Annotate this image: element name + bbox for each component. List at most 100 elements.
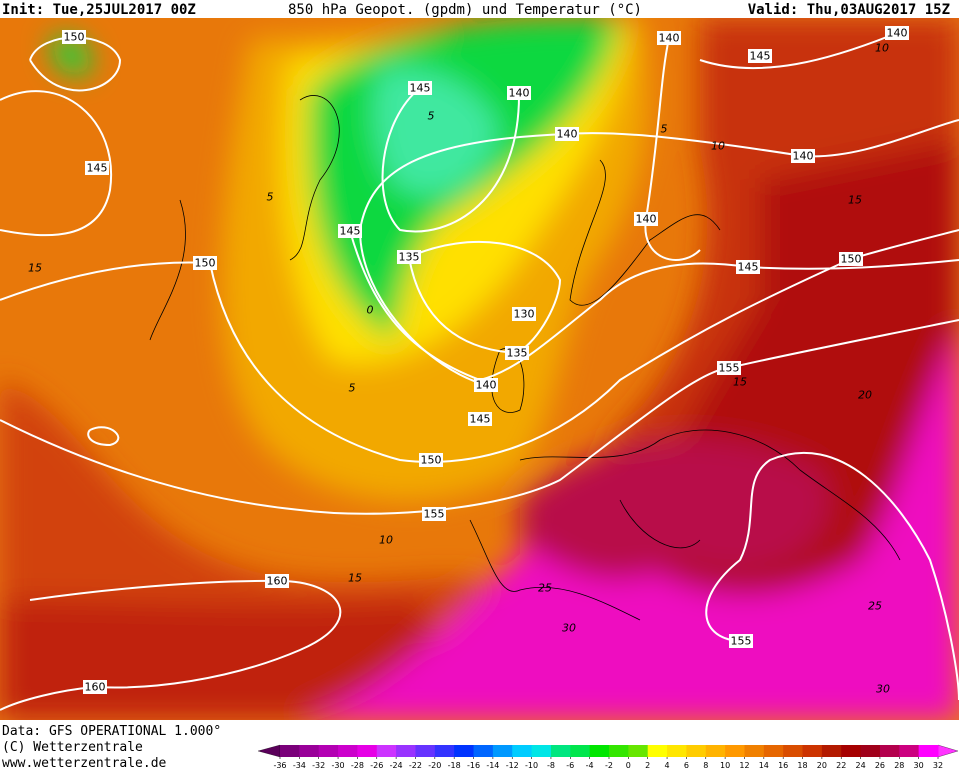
colorbar-segment	[376, 745, 397, 757]
colorbar-tick-label: 6	[684, 761, 689, 770]
temperature-label: 5	[267, 191, 274, 204]
temperature-label: 25	[538, 582, 552, 595]
valid-time: Valid: Thu,03AUG2017 15Z	[748, 2, 950, 18]
temperature-label: 5	[428, 110, 435, 123]
colorbar-segment	[744, 745, 765, 757]
colorbar-tick-label: -16	[467, 761, 480, 770]
init-time: Init: Tue,25JUL2017 00Z	[2, 2, 196, 18]
geopotential-label: 160	[85, 681, 106, 694]
colorbar-tick-label: 4	[665, 761, 670, 770]
temperature-label: 15	[348, 572, 362, 585]
colorbar-tick-label: 20	[817, 761, 827, 770]
colorbar-segment	[434, 745, 455, 757]
data-source: Data: GFS OPERATIONAL 1.000°	[2, 724, 221, 739]
temperature-label: 5	[349, 382, 356, 395]
geopotential-label-box	[83, 680, 107, 694]
colorbar-segment	[299, 745, 320, 757]
geopotential-isolines	[0, 32, 959, 711]
geopotential-label: 145	[340, 225, 361, 238]
colorbar-segment	[763, 745, 784, 757]
colorbar-tick-label: 8	[703, 761, 708, 770]
geopotential-label-box	[505, 346, 529, 360]
geopotential-label-box	[265, 574, 289, 588]
colorbar-segment	[531, 745, 552, 757]
temperature-label: 15	[28, 262, 42, 275]
geopotential-label-box	[885, 26, 909, 40]
geopotential-label-box	[85, 161, 109, 175]
temperature-label: 15	[733, 376, 747, 389]
colorbar-segment	[512, 745, 533, 757]
colorbar-tick-label: 18	[797, 761, 807, 770]
geopotential-label-box	[729, 634, 753, 648]
colorbar-segment	[280, 745, 300, 757]
colorbar-segment	[338, 745, 358, 757]
geopotential-label: 140	[476, 379, 497, 392]
colorbar-segment	[821, 745, 842, 757]
colorbar-tick-label: -36	[273, 761, 286, 770]
colorbar-segment	[454, 745, 475, 757]
geopotential-label-box	[839, 252, 863, 266]
colorbar-tick-label: 24	[855, 761, 865, 770]
colorbar-segment	[841, 745, 862, 757]
geopotential-label: 140	[887, 27, 908, 40]
colorbar-segment	[628, 745, 649, 757]
colorbar-tick-label: -28	[351, 761, 364, 770]
geopotential-label: 150	[64, 31, 85, 44]
geopotential-label-box	[468, 412, 492, 426]
geopotential-label: 145	[738, 261, 759, 274]
geopotential-label-box	[62, 30, 86, 44]
geopotential-label: 145	[87, 162, 108, 175]
colorbar-arrow-low	[257, 744, 281, 758]
colorbar-tick-label: 14	[759, 761, 769, 770]
colorbar-segment	[686, 745, 707, 757]
colorbar-tick-label: 28	[894, 761, 904, 770]
geopotential-label-box	[634, 212, 658, 226]
colorbar-segment	[647, 745, 668, 757]
temperature-label: 5	[661, 123, 668, 136]
header-bar	[0, 0, 959, 18]
colorbar-segment	[357, 745, 378, 757]
colorbar-segment	[725, 745, 745, 757]
colorbar-segment	[783, 745, 804, 757]
colorbar-segment	[473, 745, 494, 757]
colorbar-tick-label: -18	[448, 761, 461, 770]
colorbar-tick-label: -20	[428, 761, 441, 770]
colorbar-tick-label: -12	[506, 761, 519, 770]
colorbar-tick-label: 26	[875, 761, 885, 770]
colorbar-tick-label: -6	[566, 761, 574, 770]
geopotential-label: 135	[399, 251, 420, 264]
geopotential-label: 145	[750, 50, 771, 63]
geopotential-label: 140	[793, 150, 814, 163]
geopotential-label-box	[193, 256, 217, 270]
temperature-label: 25	[868, 600, 882, 613]
geopotential-label-box	[338, 224, 362, 238]
temperature-label: 10	[875, 42, 889, 55]
geopotential-label-box	[791, 149, 815, 163]
geopotential-label-box	[512, 307, 536, 321]
geopotential-label-box	[555, 127, 579, 141]
colorbar-segment	[550, 745, 571, 757]
temperature-label: 10	[379, 534, 393, 547]
geopotential-label: 155	[731, 635, 752, 648]
colorbar-segment	[802, 745, 823, 757]
colorbar-tick-label: -26	[370, 761, 383, 770]
colorbar-segment	[318, 745, 339, 757]
colorbar-arrow-high	[937, 744, 959, 758]
geopotential-label: 140	[557, 128, 578, 141]
geopotential-label-box	[397, 250, 421, 264]
colorbar-segment	[899, 745, 920, 757]
colorbar-segment	[415, 745, 436, 757]
colorbar-tick-label: 10	[720, 761, 730, 770]
colorbar: -36 -34 -32 -30 -28 -26 -24 -22 -20 -18 -16 -14 -12-…	[257, 744, 959, 770]
geopotential-label: 135	[507, 347, 528, 360]
colorbar-tick-label: -14	[486, 761, 499, 770]
geopotential-label-box	[507, 86, 531, 100]
colorbar-segment	[570, 745, 591, 757]
geopotential-label: 140	[636, 213, 657, 226]
colorbar-tick-label: 22	[836, 761, 846, 770]
colorbar-tick-label: -10	[525, 761, 538, 770]
colorbar-tick-label: 30	[914, 761, 924, 770]
